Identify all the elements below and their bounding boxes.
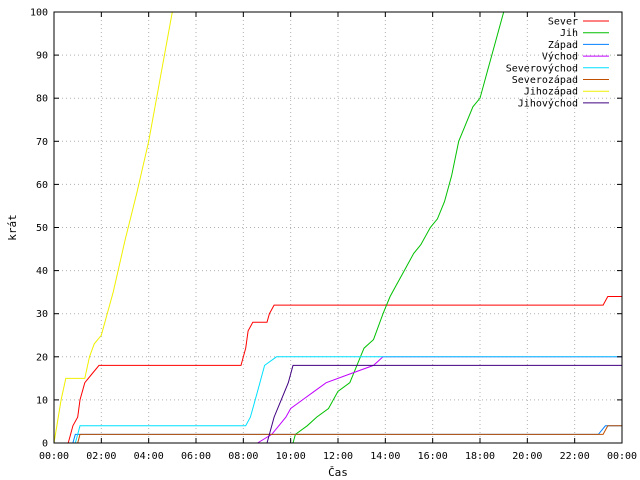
legend-label: Sever	[548, 17, 578, 28]
x-tick-label: 18:00	[465, 451, 495, 462]
y-axis-label: krát	[6, 214, 19, 241]
x-tick-label: 04:00	[134, 451, 164, 462]
x-tick-label: 22:00	[560, 451, 590, 462]
x-tick-label: 00:00	[39, 451, 69, 462]
series-line-1	[292, 11, 505, 444]
axis-ticks: 0 10 20 30 40 50 60 70 80 90 100 00:00 02:00 04:00 06:…	[30, 8, 637, 463]
y-tick-label: 30	[36, 309, 48, 320]
legend-label: Východ	[542, 51, 578, 63]
y-tick-label: 20	[36, 352, 48, 363]
legend: SeverJihZápadVýchodSeverovýchodSeverozáp…	[506, 17, 609, 109]
y-tick-label: 70	[36, 137, 48, 148]
y-tick-label: 90	[36, 51, 48, 62]
series-line-5	[77, 425, 622, 444]
x-tick-label: 14:00	[370, 451, 400, 462]
y-tick-label: 10	[36, 395, 48, 406]
x-tick-label: 20:00	[512, 451, 542, 462]
x-axis-label: Čas	[328, 466, 348, 479]
x-tick-label: 00:00	[607, 451, 637, 462]
y-tick-label: 0	[42, 439, 48, 450]
series-line-3	[257, 356, 622, 444]
legend-label: Severovýchod	[506, 62, 578, 74]
x-tick-label: 10:00	[276, 451, 306, 462]
legend-label: Západ	[548, 39, 578, 51]
x-tick-label: 16:00	[418, 451, 448, 462]
legend-label: Jihovýchod	[518, 97, 578, 109]
y-tick-label: 100	[30, 8, 48, 19]
series-lines	[53, 11, 622, 444]
series-line-0	[67, 296, 622, 444]
series-line-6	[53, 11, 173, 444]
y-tick-label: 50	[36, 223, 48, 234]
legend-label: Severozápad	[512, 74, 578, 86]
y-tick-label: 80	[36, 94, 48, 105]
x-tick-label: 08:00	[228, 451, 258, 462]
x-tick-label: 02:00	[86, 451, 116, 462]
x-tick-label: 06:00	[181, 451, 211, 462]
series-line-7	[266, 364, 622, 444]
legend-label: Jihozápad	[524, 86, 578, 98]
y-tick-label: 60	[36, 180, 48, 191]
legend-label: Jih	[560, 28, 578, 39]
x-tick-label: 12:00	[323, 451, 353, 462]
series-line-4	[74, 356, 622, 444]
y-tick-label: 40	[36, 266, 48, 277]
